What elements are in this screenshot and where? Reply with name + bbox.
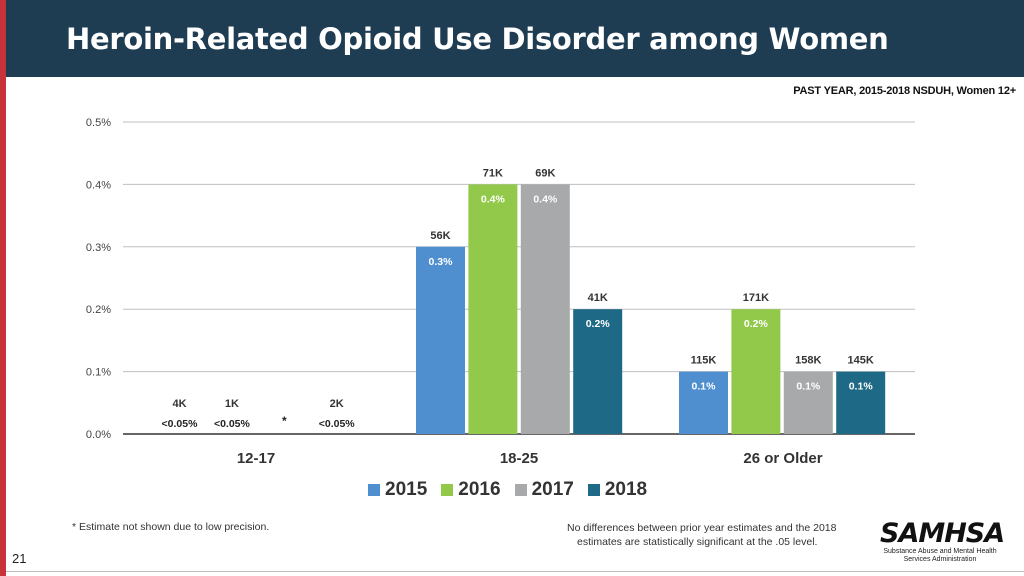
legend-swatch-2016 xyxy=(441,484,454,496)
footer-divider xyxy=(6,571,1024,572)
samhsa-logo: SAMHSA Substance Abuse and Mental Health… xyxy=(880,518,1005,564)
footnote-significance-line2: estimates are statistically significant … xyxy=(577,536,818,548)
bar-value-label: 0.4% xyxy=(481,193,506,205)
bar-2017-1 xyxy=(520,184,570,434)
legend-swatch-2015 xyxy=(368,484,380,496)
bar-value-label: 0.4% xyxy=(533,193,558,205)
footnote-significance: No differences between prior year estima… xyxy=(567,521,857,549)
left-accent-stripe xyxy=(0,0,6,576)
bar-value-label: 0.3% xyxy=(429,256,454,268)
legend-label-2017: 2017 xyxy=(531,479,574,500)
bar-value-label: <0.05% xyxy=(162,418,199,430)
bar-count-label: 41K xyxy=(588,292,608,304)
bar-2016-2 xyxy=(731,309,781,434)
bar-2015-2 xyxy=(679,371,728,434)
bar-count-label: 56K xyxy=(430,230,450,242)
page-title: Heroin-Related Opioid Use Disorder among… xyxy=(66,22,889,56)
legend-item-2018: 2018 xyxy=(587,479,648,501)
bar-count-label: 2K xyxy=(330,398,344,410)
x-category-label: 12-17 xyxy=(237,450,275,467)
bar-count-label: 1K xyxy=(225,398,239,410)
bar-2015-1 xyxy=(416,246,465,434)
legend-label-2018: 2018 xyxy=(604,479,648,500)
bar-value-label: <0.05% xyxy=(319,418,356,430)
bar-count-label: 69K xyxy=(535,167,555,179)
legend-item-2017: 2017 xyxy=(514,479,574,501)
y-tick-label: 0.4% xyxy=(86,179,111,191)
bar-2017-2 xyxy=(783,371,833,434)
bar-value-label: 0.2% xyxy=(744,318,769,330)
bar-value-label: <0.05% xyxy=(214,418,251,430)
bar-count-label: 71K xyxy=(483,167,503,179)
legend-label-2015: 2015 xyxy=(385,479,428,500)
y-tick-label: 0.5% xyxy=(86,117,111,129)
y-tick-label: 0.0% xyxy=(86,429,111,441)
x-category-label: 18-25 xyxy=(500,450,538,467)
legend-item-2016: 2016 xyxy=(441,479,501,501)
bar-value-label: 0.1% xyxy=(796,381,821,393)
bar-value-label: * xyxy=(282,414,287,428)
bar-count-label: 171K xyxy=(743,292,769,304)
bar-count-label: 4K xyxy=(172,398,186,410)
bar-2018-1 xyxy=(573,309,623,434)
bar-2018-2 xyxy=(836,371,886,434)
bar-2016-1 xyxy=(468,184,518,434)
footnote-significance-line1: No differences between prior year estima… xyxy=(567,522,837,534)
legend-swatch-2017 xyxy=(514,484,527,496)
legend-item-2015: 2015 xyxy=(368,479,427,501)
footnote-precision: * Estimate not shown due to low precisio… xyxy=(72,521,270,533)
x-category-label: 26 or Older xyxy=(743,450,822,467)
logo-tagline-line1: Substance Abuse and Mental Health xyxy=(883,548,997,555)
bar-value-label: 0.1% xyxy=(849,381,874,393)
y-tick-label: 0.1% xyxy=(86,367,111,379)
page-number: 21 xyxy=(12,551,27,566)
bar-count-label: 158K xyxy=(795,355,821,367)
chart-subtitle: PAST YEAR, 2015-2018 NSDUH, Women 12+ xyxy=(793,85,1016,97)
logo-tagline-line2: Services Administration xyxy=(903,556,977,563)
y-tick-label: 0.2% xyxy=(86,304,111,316)
bar-count-label: 145K xyxy=(848,355,874,367)
y-tick-label: 0.3% xyxy=(86,242,111,254)
legend-label-2016: 2016 xyxy=(458,479,501,500)
chart-legend: 2015 2016 2017 2018 xyxy=(368,479,647,501)
legend-swatch-2018 xyxy=(587,484,600,496)
header-bar: Heroin-Related Opioid Use Disorder among… xyxy=(6,0,1024,77)
bar-count-label: 115K xyxy=(691,355,717,367)
logo-wordmark: SAMHSA xyxy=(880,518,1005,549)
bar-value-label: 0.2% xyxy=(586,318,611,330)
bar-value-label: 0.1% xyxy=(692,381,717,393)
